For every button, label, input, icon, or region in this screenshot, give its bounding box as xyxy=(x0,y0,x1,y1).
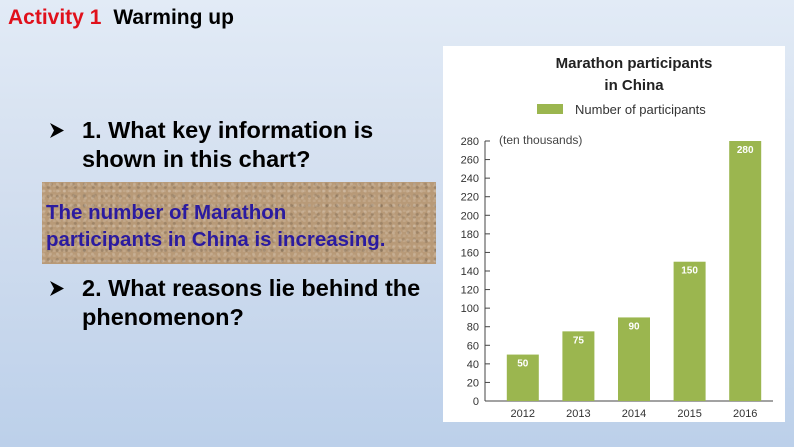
bar-value-label: 90 xyxy=(628,321,640,332)
legend-swatch xyxy=(537,104,563,114)
answer-line-2: participants in China is increasing. xyxy=(46,228,386,251)
y-tick-label: 200 xyxy=(461,210,479,222)
x-tick-label: 2016 xyxy=(733,408,757,420)
y-tick-label: 280 xyxy=(461,136,479,148)
bar-value-label: 75 xyxy=(573,335,585,346)
x-tick-label: 2015 xyxy=(677,408,701,420)
x-tick-label: 2013 xyxy=(566,408,590,420)
question-2: 2. What reasons lie behind the phenomeno… xyxy=(50,274,430,332)
chart-title-line-1: Marathon participants xyxy=(556,55,713,72)
y-tick-label: 220 xyxy=(461,192,479,204)
arrow-bullet-icon xyxy=(50,281,64,296)
question-1: 1. What key information is shown in this… xyxy=(50,116,430,174)
arrow-bullet-icon xyxy=(50,123,64,138)
question-2-text: 2. What reasons lie behind the phenomeno… xyxy=(82,275,421,330)
slide-header: Activity 1 Warming up xyxy=(8,6,234,30)
y-tick-label: 260 xyxy=(461,155,479,167)
legend-label: Number of participants xyxy=(575,102,706,117)
y-tick-label: 40 xyxy=(467,359,479,371)
bar-layer: 50 2012 75 2013 90 2014 150 2015 280 2016 xyxy=(506,141,762,420)
answer-line-1: The number of Marathon xyxy=(46,201,287,224)
activity-title: Warming up xyxy=(113,6,234,29)
bar xyxy=(729,141,762,401)
chart-title-line-2: in China xyxy=(604,77,664,94)
question-1-text: 1. What key information is shown in this… xyxy=(82,117,374,172)
axis-layer: 0 20 40 60 80 100 120 140 160 180 200 220 240 260 280 xyxy=(461,136,773,408)
y-tick-label: 100 xyxy=(461,303,479,315)
chart-panel: Marathon participants in China Number of… xyxy=(443,46,785,422)
bar xyxy=(618,317,650,401)
bar-value-label: 50 xyxy=(517,359,529,370)
bar-value-label: 150 xyxy=(681,266,698,277)
bar xyxy=(562,331,595,401)
bar-value-label: 280 xyxy=(737,145,754,156)
bar xyxy=(506,354,539,401)
x-tick-label: 2012 xyxy=(511,408,535,420)
y-tick-label: 80 xyxy=(467,322,479,334)
y-tick-label: 240 xyxy=(461,173,479,185)
unit-label: (ten thousands) xyxy=(499,133,582,147)
bar xyxy=(673,261,706,401)
answer-text: The number of Marathon participants in C… xyxy=(46,199,438,253)
y-tick-label: 160 xyxy=(461,247,479,259)
answer-box: The number of Marathon participants in C… xyxy=(42,182,436,264)
y-tick-label: 0 xyxy=(473,396,479,408)
bar-chart: Marathon participants in China Number of… xyxy=(461,55,773,420)
y-tick-label: 140 xyxy=(461,266,479,278)
y-tick-label: 20 xyxy=(467,377,479,389)
activity-label: Activity 1 xyxy=(8,6,102,29)
y-tick-label: 60 xyxy=(467,340,479,352)
x-tick-label: 2014 xyxy=(622,408,646,420)
y-tick-label: 120 xyxy=(461,285,479,297)
y-tick-label: 180 xyxy=(461,229,479,241)
